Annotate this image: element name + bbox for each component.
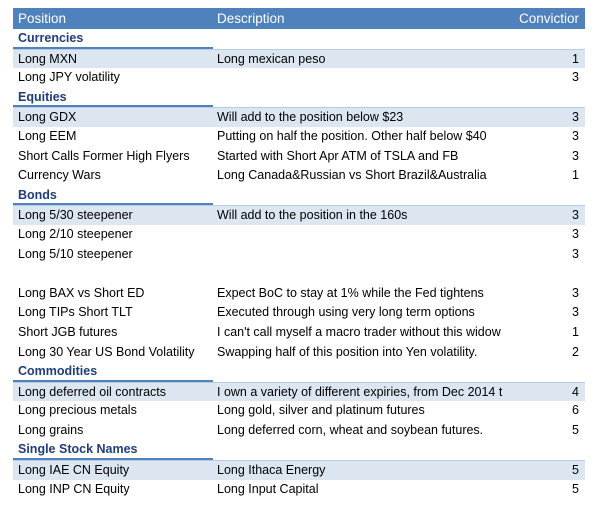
cell-conviction: 3	[572, 208, 579, 223]
table-row: Long 5/30 steepener Will add to the posit…	[13, 205, 585, 225]
section-underline	[13, 203, 213, 206]
section-label: Currencies	[18, 31, 84, 45]
cell-conviction: 5	[572, 481, 579, 496]
cell-position: Long 30 Year US Bond Volatility	[18, 344, 195, 359]
section-label: Commodities	[18, 364, 98, 379]
cell-conviction: 3	[572, 110, 579, 125]
section-underline	[13, 105, 213, 108]
header-conviction: Conviction	[519, 11, 579, 26]
cell-description: Long gold, silver and platinum futures	[217, 403, 425, 418]
cell-position: Long grains	[18, 422, 84, 437]
section-label: Equities	[18, 89, 67, 104]
table-row: Long MXN Long mexican peso 1	[13, 48, 585, 69]
blank-row	[13, 264, 585, 284]
cell-position: Currency Wars	[18, 168, 101, 183]
cell-description: Swapping half of this position into Yen …	[217, 344, 478, 359]
cell-conviction: 5	[572, 463, 579, 478]
cell-description: Long mexican peso	[217, 51, 326, 66]
section-label: Single Stock Names	[18, 442, 138, 457]
cell-conviction: 4	[572, 384, 579, 399]
cell-position: Long INP CN Equity	[18, 481, 130, 496]
cell-description: I own a variety of different expiries, f…	[217, 384, 503, 399]
cell-description: Started with Short Apr ATM of TSLA and F…	[217, 148, 459, 163]
cell-position: Long deferred oil contracts	[18, 384, 167, 399]
table-row: Long EEM Putting on half the position. Ot…	[13, 127, 585, 147]
cell-conviction: 3	[572, 226, 579, 241]
cell-conviction: 1	[572, 168, 579, 183]
cell-description: Long deferred corn, wheat and soybean fu…	[217, 422, 484, 437]
table-row: Long 30 Year US Bond Volatility Swapping …	[13, 343, 585, 363]
header-description: Description	[217, 11, 285, 26]
section-header: Currencies	[13, 29, 585, 49]
header-position: Position	[18, 11, 67, 26]
cell-description: Will add to the position in the 160s	[217, 208, 408, 223]
section-header: Commodities	[13, 362, 585, 382]
cell-description: Long Input Capital	[217, 481, 319, 496]
table-header: Position Description Conviction	[13, 8, 585, 29]
table-row: Long deferred oil contracts I own a varie…	[13, 381, 585, 402]
cell-position: Long BAX vs Short ED	[18, 285, 145, 300]
cell-description: Putting on half the position. Other half…	[217, 128, 487, 143]
section-label: Bonds	[18, 187, 57, 202]
cell-position: Long EEM	[18, 128, 77, 143]
cell-description: Long Ithaca Energy	[217, 463, 326, 478]
table-row: Currency Wars Long Canada&Russian vs Shor…	[13, 166, 585, 186]
cell-position: Short JGB futures	[18, 324, 118, 339]
section-header: Equities	[13, 88, 585, 108]
cell-conviction: 1	[572, 324, 579, 339]
cell-position: Long 2/10 steepener	[18, 226, 133, 241]
cell-position: Long TIPs Short TLT	[18, 305, 133, 320]
table-row: Long GDX Will add to the position below $…	[13, 107, 585, 127]
cell-conviction: 3	[572, 128, 579, 143]
cell-position: Long 5/10 steepener	[18, 246, 133, 261]
cell-conviction: 3	[572, 285, 579, 300]
table-body: Currencies Long MXN Long mexican peso 1 Long…	[13, 29, 585, 499]
cell-conviction: 3	[572, 246, 579, 261]
section-underline	[13, 379, 213, 382]
cell-position: Long IAE CN Equity	[18, 463, 130, 478]
cell-conviction: 1	[572, 51, 579, 66]
table-row: Long 2/10 steepener 3	[13, 225, 585, 245]
cell-position: Long precious metals	[18, 403, 137, 418]
cell-description: I can't call myself a macro trader witho…	[217, 324, 501, 339]
cell-position: Long JPY volatility	[18, 70, 120, 85]
cell-conviction: 2	[572, 344, 579, 359]
table-row: Long JPY volatility 3	[13, 68, 585, 88]
cell-conviction: 3	[572, 70, 579, 85]
cell-conviction: 3	[572, 305, 579, 320]
table-row: Long BAX vs Short ED Expect BoC to stay a…	[13, 284, 585, 304]
cell-conviction: 3	[572, 148, 579, 163]
cell-description: Executed through using very long term op…	[217, 305, 475, 320]
table-row: Short Calls Former High Flyers Started wi…	[13, 147, 585, 167]
cell-position: Long MXN	[18, 51, 78, 66]
cell-position: Long GDX	[18, 110, 77, 125]
table-row: Long 5/10 steepener 3	[13, 245, 585, 265]
positions-table: Position Description Conviction Currenci…	[13, 8, 585, 499]
table-row: Long precious metals Long gold, silver an…	[13, 401, 585, 421]
table-row: Long INP CN Equity Long Input Capital 5	[13, 480, 585, 500]
cell-description: Long Canada&Russian vs Short Brazil&Aust…	[217, 168, 487, 183]
section-header: Single Stock Names	[13, 440, 585, 461]
cell-conviction: 5	[572, 422, 579, 437]
cell-conviction: 6	[572, 403, 579, 418]
cell-description: Will add to the position below $23	[217, 110, 404, 125]
table-row: Short JGB futures I can't call myself a m…	[13, 323, 585, 343]
table-row: Long grains Long deferred corn, wheat and…	[13, 421, 585, 441]
section-header: Bonds	[13, 186, 585, 206]
cell-position: Short Calls Former High Flyers	[18, 148, 190, 163]
section-underline	[13, 458, 213, 461]
section-underline	[13, 46, 213, 49]
cell-description: Expect BoC to stay at 1% while the Fed t…	[217, 285, 484, 300]
table-row: Long TIPs Short TLT Executed through usin…	[13, 303, 585, 323]
table-row: Long IAE CN Equity Long Ithaca Energy 5	[13, 460, 585, 480]
cell-position: Long 5/30 steepener	[18, 208, 133, 223]
